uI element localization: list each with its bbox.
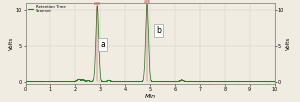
Y-axis label: Volts: Volts — [286, 37, 291, 50]
Text: b: b — [156, 26, 161, 35]
Legend: Retention Time
Scanner: Retention Time Scanner — [27, 3, 68, 15]
Text: 4.88: 4.88 — [144, 0, 150, 4]
Text: 2.88: 2.88 — [94, 2, 101, 6]
Text: a: a — [100, 40, 105, 49]
X-axis label: Min: Min — [144, 94, 156, 99]
Y-axis label: Volts: Volts — [9, 37, 14, 50]
